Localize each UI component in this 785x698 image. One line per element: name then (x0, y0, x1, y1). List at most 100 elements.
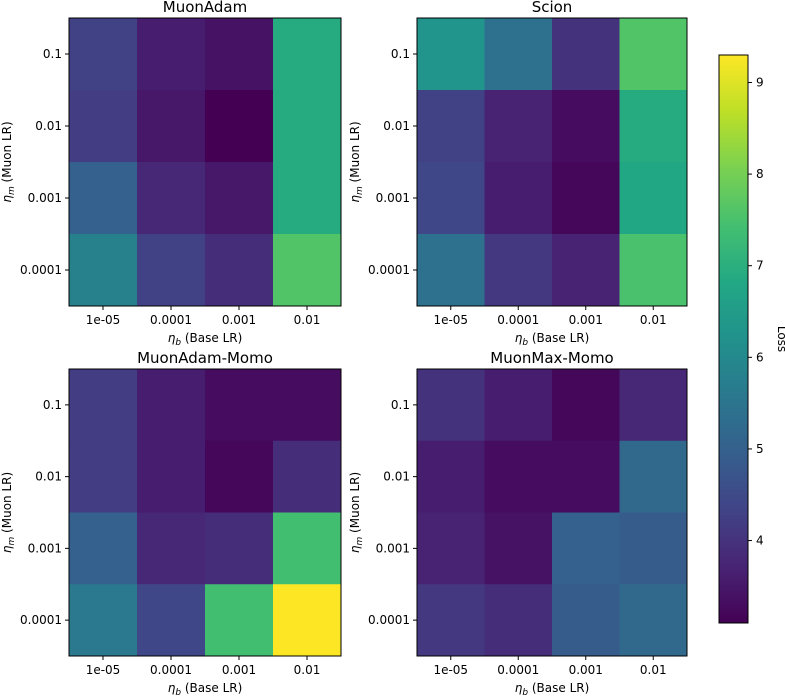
heatmap-cell (484, 234, 553, 307)
heatmap-cell (273, 90, 342, 163)
heatmap-cell (484, 18, 553, 91)
heatmap-cell (69, 18, 138, 91)
heatmap-cell (205, 369, 274, 442)
x-tick-label: 0.0001 (497, 663, 539, 677)
y-tick-label: 0.001 (28, 541, 62, 555)
y-tick-label: 0.001 (376, 191, 410, 205)
plot-frame (416, 368, 688, 657)
x-tick-label: 0.01 (294, 313, 321, 327)
x-tick-label: 1e-05 (433, 663, 468, 677)
heatmap-cell (137, 90, 206, 163)
x-axis-label: ηb (Base LR) (515, 681, 590, 698)
heatmap-cell (137, 162, 206, 235)
x-tick-label: 0.01 (294, 663, 321, 677)
x-tick-label: 0.0001 (497, 313, 539, 327)
heatmap-cell (137, 440, 206, 513)
heatmap-cell (137, 369, 206, 442)
y-tick-label: 0.001 (376, 541, 410, 555)
heatmap-cell (417, 162, 485, 235)
colorbar-tick-label: 8 (756, 167, 764, 181)
x-tick-label: 1e-05 (433, 313, 468, 327)
x-tick-label: 1e-05 (86, 663, 121, 677)
heatmap-cell (137, 234, 206, 307)
heatmap-cell (619, 90, 688, 163)
panel-title: MuonAdam (163, 0, 247, 16)
y-tick-label: 0.0001 (368, 613, 410, 627)
y-tick-label: 0.0001 (20, 613, 62, 627)
colorbar-label: Loss (775, 326, 785, 352)
heatmap-cell (137, 18, 206, 91)
heatmap-cell (273, 440, 342, 513)
plot-frame (68, 368, 342, 657)
heatmap-cell (619, 162, 688, 235)
heatmap-cell (552, 90, 620, 163)
y-tick-label: 0.01 (383, 119, 410, 133)
heatmap-panel: MuonAdam-Momo 1e-05 0.0001 0.001 0.01 0.1 0.01… (0, 349, 342, 698)
heatmap-panel: MuonAdam 1e-05 0.0001 0.001 0.01 0.1 0.01 0.001… (0, 0, 342, 348)
plot-frame (416, 17, 688, 307)
panel-title: Scion (532, 0, 573, 16)
heatmap-cell (137, 512, 206, 585)
heatmap-cell (552, 369, 620, 442)
y-axis-label: ηm (Muon LR) (0, 472, 17, 553)
y-tick-label: 0.01 (35, 119, 62, 133)
colorbar-tick-label: 7 (756, 259, 764, 273)
heatmap-cell (417, 90, 485, 163)
heatmap-cell (69, 369, 138, 442)
heatmap-cell (273, 584, 342, 657)
colorbar-tick-label: 9 (756, 75, 764, 89)
x-tick-label: 0.01 (640, 663, 667, 677)
heatmap-cell (417, 440, 485, 513)
heatmap-cell (205, 18, 274, 91)
x-tick-label: 0.001 (222, 663, 256, 677)
heatmap-cell (417, 18, 485, 91)
y-axis-label: ηm (Muon LR) (0, 121, 17, 202)
heatmap-cell (552, 512, 620, 585)
heatmap-cell (484, 440, 553, 513)
x-tick-label: 0.001 (222, 313, 256, 327)
heatmap-cell (69, 512, 138, 585)
heatmap-cell (69, 90, 138, 163)
colorbar-gradient (718, 54, 749, 624)
heatmap-cell (552, 440, 620, 513)
heatmap-cell (484, 369, 553, 442)
heatmap-cell (552, 584, 620, 657)
x-axis-label: ηb (Base LR) (168, 681, 243, 698)
plot-frame (68, 17, 342, 307)
x-tick-label: 0.01 (640, 313, 667, 327)
colorbar: 4 5 6 7 8 9 Loss (718, 54, 785, 624)
x-axis-label: ηb (Base LR) (515, 331, 590, 348)
heatmap-cell (205, 584, 274, 657)
heatmap-cell (417, 234, 485, 307)
heatmap-cell (417, 584, 485, 657)
heatmap-cell (417, 369, 485, 442)
panel-title: MuonAdam-Momo (137, 349, 273, 367)
heatmap-cell (552, 162, 620, 235)
x-tick-label: 0.001 (569, 313, 603, 327)
heatmap-panel: Scion 1e-05 0.0001 0.001 0.01 0.1 0.01 0.001 0.0… (348, 0, 688, 348)
colorbar-tick-label: 5 (756, 442, 764, 456)
heatmap-cell (619, 18, 688, 91)
colorbar-tick-label: 4 (756, 534, 764, 548)
heatmap-cell (273, 369, 342, 442)
x-tick-label: 0.001 (569, 663, 603, 677)
heatmap-cell (619, 234, 688, 307)
y-tick-label: 0.01 (383, 470, 410, 484)
x-tick-label: 1e-05 (86, 313, 121, 327)
heatmap-panel: MuonMax-Momo 1e-05 0.0001 0.001 0.01 0.1 0.01 0… (348, 349, 688, 698)
x-tick-label: 0.0001 (150, 663, 192, 677)
heatmap-cell (484, 90, 553, 163)
heatmap-cell (273, 18, 342, 91)
y-tick-label: 0.1 (391, 47, 410, 61)
heatmap-cell (619, 440, 688, 513)
heatmap-cell (619, 369, 688, 442)
y-tick-label: 0.1 (43, 47, 62, 61)
y-tick-label: 0.0001 (368, 263, 410, 277)
x-tick-label: 0.0001 (150, 313, 192, 327)
colorbar-tick-label: 6 (756, 350, 764, 364)
heatmap-cell (137, 584, 206, 657)
heatmap-cell (273, 512, 342, 585)
heatmap-cell (619, 584, 688, 657)
heatmap-cell (205, 90, 274, 163)
